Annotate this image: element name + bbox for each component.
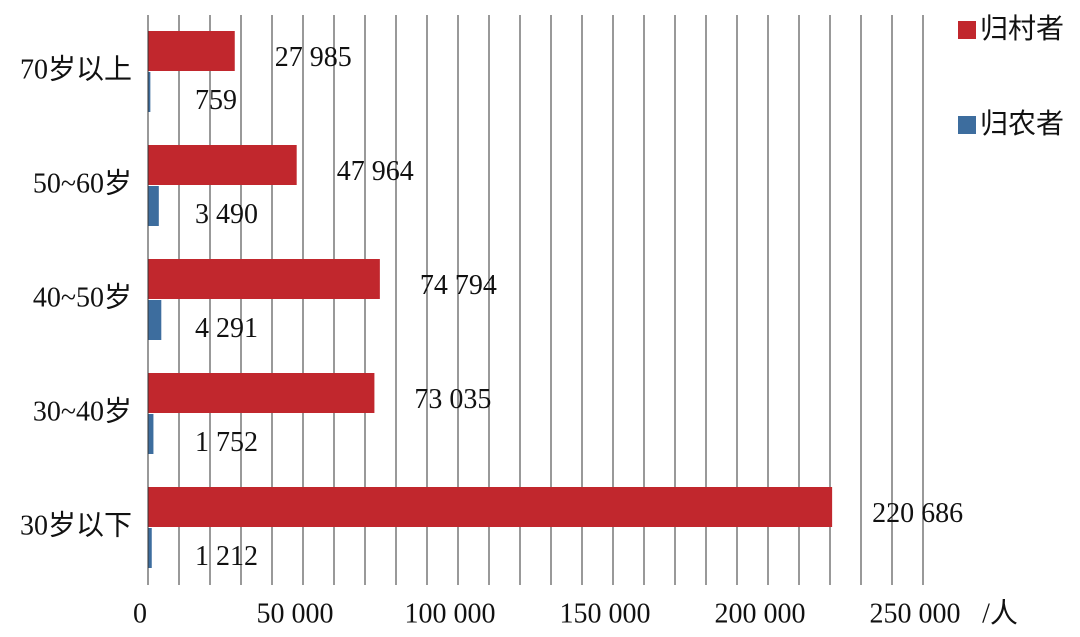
bar bbox=[148, 31, 235, 71]
x-tick-label: 200 000 bbox=[715, 598, 806, 629]
value-label: 3 490 bbox=[195, 199, 258, 230]
value-label: 27 985 bbox=[275, 42, 352, 73]
x-tick-label: 50 000 bbox=[257, 598, 334, 629]
x-axis-label: /人 bbox=[982, 598, 1018, 629]
value-label: 73 035 bbox=[414, 384, 491, 415]
x-tick-label: 0 bbox=[133, 598, 147, 629]
y-tick-label: 30~40岁 bbox=[33, 395, 132, 427]
x-tick-label: 250 000 bbox=[870, 598, 961, 629]
y-tick-label: 50~60岁 bbox=[33, 167, 132, 199]
legend-label: 归农者 bbox=[980, 107, 1064, 140]
value-label: 220 686 bbox=[872, 498, 963, 529]
y-tick-label: 70岁以上 bbox=[20, 53, 132, 85]
bar bbox=[148, 145, 297, 185]
value-label: 1 212 bbox=[195, 541, 258, 572]
value-label: 74 794 bbox=[420, 270, 497, 301]
legend-swatch bbox=[958, 21, 976, 39]
bar bbox=[148, 259, 380, 299]
x-tick-label: 100 000 bbox=[405, 598, 496, 629]
y-tick-label: 40~50岁 bbox=[33, 281, 132, 313]
bar bbox=[148, 373, 375, 413]
y-tick-label: 30岁以下 bbox=[20, 509, 132, 541]
x-tick-label: 150 000 bbox=[560, 598, 651, 629]
bar bbox=[148, 300, 162, 340]
bar bbox=[148, 487, 833, 527]
bar bbox=[148, 72, 151, 112]
legend-label: 归村者 bbox=[980, 12, 1064, 45]
value-label: 759 bbox=[195, 85, 237, 116]
legend-swatch bbox=[958, 116, 976, 134]
bar bbox=[148, 414, 154, 454]
bar bbox=[148, 186, 159, 226]
value-label: 4 291 bbox=[195, 313, 258, 344]
value-label: 1 752 bbox=[195, 427, 258, 458]
value-label: 47 964 bbox=[337, 156, 414, 187]
bar bbox=[148, 528, 152, 568]
